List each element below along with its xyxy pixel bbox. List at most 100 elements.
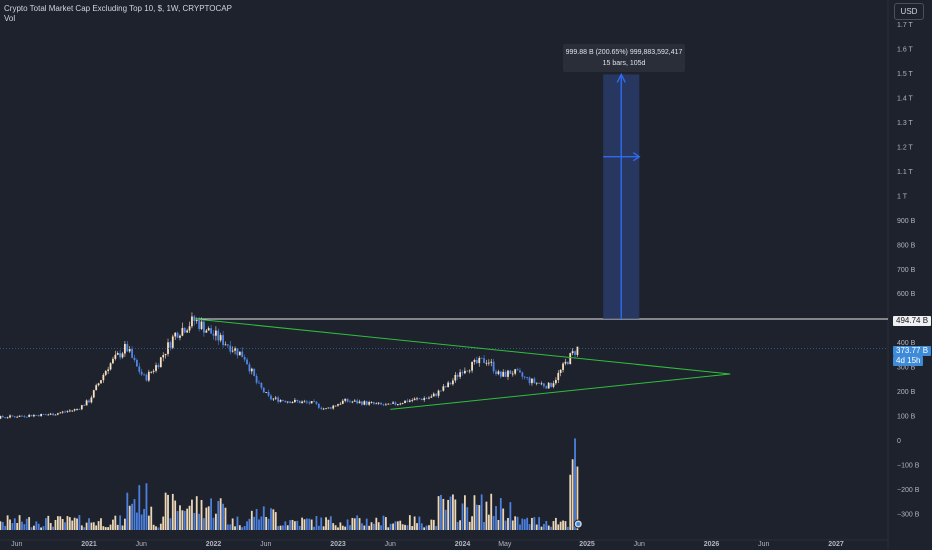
candle-body — [540, 383, 543, 385]
candle-body — [531, 378, 533, 384]
volume-bar — [169, 518, 172, 530]
candle-body — [92, 390, 95, 398]
candle-body — [35, 415, 38, 416]
volume-bar — [174, 500, 177, 530]
volume-bar — [59, 516, 62, 530]
volume-bar — [226, 524, 229, 530]
volume-bar — [291, 519, 294, 530]
candle-body — [487, 362, 490, 364]
volume-bar — [559, 521, 562, 530]
candle-body — [88, 400, 90, 403]
candle-body — [444, 386, 447, 388]
currency-button[interactable]: USD — [894, 3, 924, 20]
candle-body — [274, 397, 277, 399]
candle-body — [452, 380, 454, 385]
volume-bar — [181, 510, 184, 530]
price-tick-label: 900 B — [897, 218, 916, 225]
volume-bar — [428, 525, 430, 530]
volume-bar — [519, 524, 521, 530]
candle-body — [45, 414, 47, 416]
volume-bar — [502, 508, 505, 530]
candle-body — [308, 402, 311, 404]
time-tick-label: 2025 — [579, 541, 595, 548]
volume-bar — [533, 517, 536, 530]
candle-body — [277, 397, 280, 402]
candle-body — [492, 361, 495, 372]
volume-bar — [18, 515, 21, 530]
candle-body — [404, 400, 406, 404]
candle-body — [116, 353, 119, 355]
volume-bar — [28, 517, 31, 530]
volume-bar — [121, 525, 124, 530]
volume-bar — [21, 521, 23, 530]
candle-body — [112, 358, 114, 364]
volume-bar — [186, 508, 189, 530]
candle-body — [322, 408, 325, 410]
volume-bar — [543, 524, 545, 530]
time-tick-label: Jun — [385, 541, 396, 548]
candle-body — [174, 332, 177, 337]
volume-bar — [540, 526, 543, 530]
volume-bar — [250, 510, 253, 530]
candle-body — [183, 327, 186, 333]
candle-body — [437, 390, 440, 396]
candle-body — [566, 361, 569, 365]
volume-bar — [327, 519, 330, 530]
candle-body — [303, 401, 306, 403]
volume-bar — [356, 515, 359, 530]
volume-bar — [349, 525, 351, 530]
volume-bar — [193, 512, 196, 530]
time-tick-label: Jun — [758, 541, 769, 548]
volume-bar — [284, 521, 287, 530]
volume-bar — [231, 518, 234, 530]
candle-body — [214, 330, 217, 336]
candle-body — [11, 415, 14, 417]
candle-body — [33, 415, 35, 417]
volume-bar — [473, 495, 476, 530]
candle-body — [394, 402, 397, 405]
candle-body — [440, 390, 442, 392]
volume-bar — [516, 516, 519, 530]
candle-body — [514, 369, 517, 374]
candle-body — [545, 386, 548, 389]
candle-body — [193, 316, 196, 321]
candle-body — [456, 374, 459, 377]
price-tick-label: 300 B — [897, 365, 916, 372]
candle-body — [358, 401, 361, 404]
candle-body — [480, 357, 483, 359]
volume-bar — [504, 520, 507, 530]
volume-bar — [423, 527, 426, 530]
candle-body — [346, 398, 349, 402]
volume-bar — [262, 506, 265, 530]
volume-bar — [526, 517, 529, 530]
volume-bar — [97, 521, 100, 530]
candle-body — [222, 335, 224, 346]
candle-body — [4, 417, 7, 419]
candle-body — [509, 370, 512, 374]
volume-bar — [289, 520, 292, 530]
volume-bar — [126, 492, 129, 530]
volume-bar — [116, 524, 119, 530]
candle-body — [104, 370, 107, 375]
candle-body — [329, 407, 332, 409]
volume-bar — [399, 520, 402, 530]
candle-body — [267, 392, 270, 396]
volume-bar — [270, 508, 272, 530]
candle-body — [305, 401, 308, 403]
candle-body — [40, 413, 43, 417]
volume-bar — [547, 525, 550, 530]
volume-bar — [420, 523, 423, 530]
candle-body — [272, 398, 275, 400]
candle-body — [210, 328, 213, 334]
volume-bar — [411, 526, 414, 530]
volume-bar — [133, 499, 136, 530]
candle-body — [389, 403, 392, 405]
volume-bar — [413, 516, 416, 530]
candle-body — [490, 361, 493, 363]
candle-body — [483, 358, 485, 364]
candle-body — [128, 348, 131, 352]
volume-bar — [140, 514, 143, 530]
candle-body — [95, 385, 98, 391]
candle-body — [497, 371, 500, 375]
